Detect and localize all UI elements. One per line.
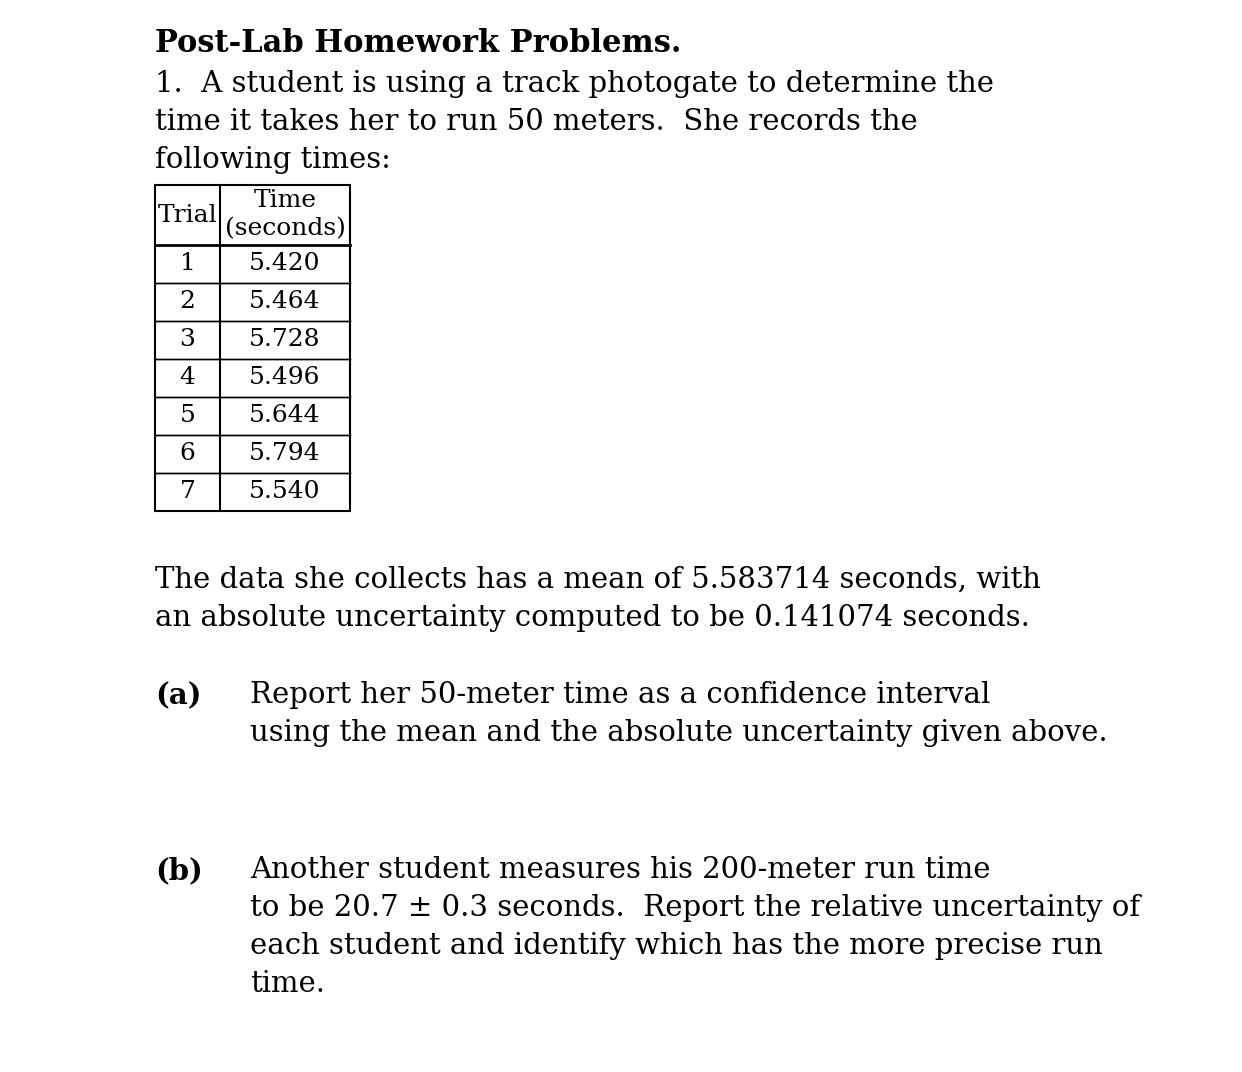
Text: (b): (b) <box>155 857 202 885</box>
Text: 1.  A student is using a track photogate to determine the
time it takes her to r: 1. A student is using a track photogate … <box>155 70 994 174</box>
Text: 5.420: 5.420 <box>250 253 320 276</box>
Text: 5.728: 5.728 <box>250 328 320 352</box>
Text: Trial: Trial <box>158 204 217 226</box>
Text: 7: 7 <box>180 480 195 504</box>
Text: Report her 50-meter time as a confidence interval
using the mean and the absolut: Report her 50-meter time as a confidence… <box>250 681 1108 747</box>
Text: (a): (a) <box>155 681 201 710</box>
Text: 4: 4 <box>180 367 195 389</box>
Text: Time
(seconds): Time (seconds) <box>225 190 345 241</box>
Text: 5: 5 <box>180 404 195 428</box>
Text: 2: 2 <box>180 291 195 313</box>
Text: 6: 6 <box>180 443 195 465</box>
Text: The data she collects has a mean of 5.583714 seconds, with
an absolute uncertain: The data she collects has a mean of 5.58… <box>155 566 1041 631</box>
Text: 5.496: 5.496 <box>250 367 320 389</box>
Text: 5.794: 5.794 <box>250 443 320 465</box>
Text: 3: 3 <box>180 328 195 352</box>
Text: Post-Lab Homework Problems.: Post-Lab Homework Problems. <box>155 28 682 59</box>
Bar <box>155 185 350 511</box>
Text: Another student measures his 200-meter run time
to be 20.7 ± 0.3 seconds.  Repor: Another student measures his 200-meter r… <box>250 857 1140 998</box>
Text: 5.464: 5.464 <box>250 291 320 313</box>
Text: 5.540: 5.540 <box>250 480 320 504</box>
Text: 5.644: 5.644 <box>250 404 320 428</box>
Text: 1: 1 <box>180 253 195 276</box>
